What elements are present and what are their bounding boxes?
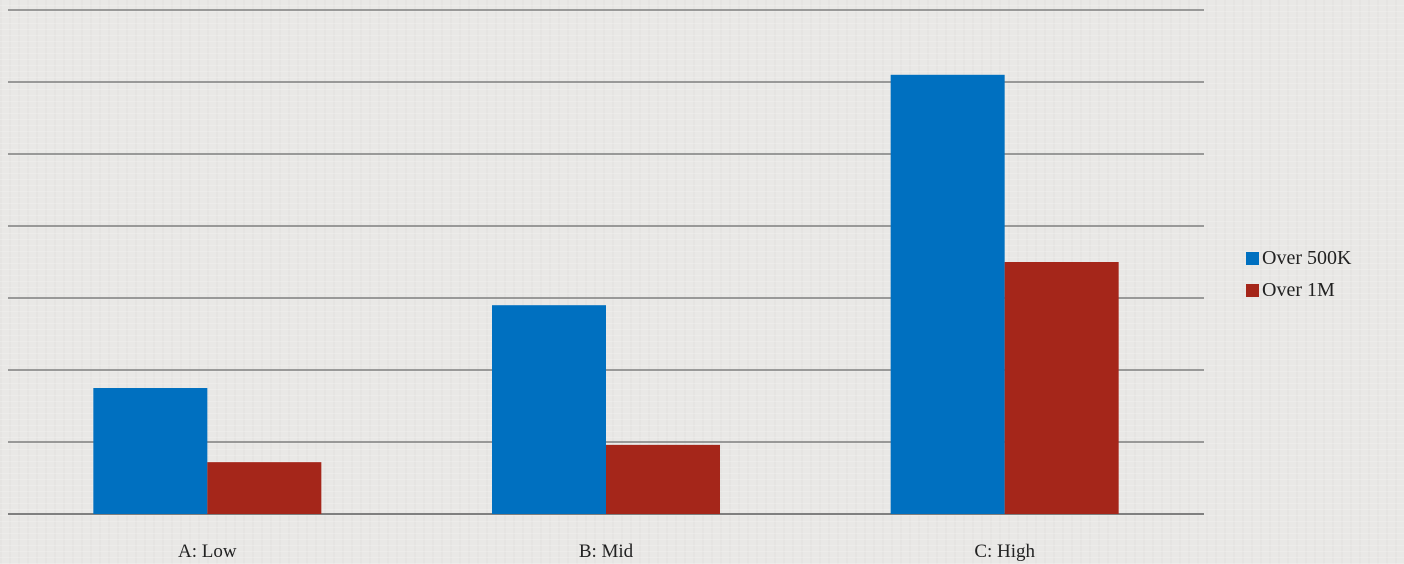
bars [93,74,1119,515]
category-labels: A: Low B: Mid C: High [178,541,1035,562]
bar-series-1-1 [93,388,208,514]
category-label-1: A: Low [178,541,237,562]
bar-series-2-3 [1004,262,1119,514]
bar-series-1-3 [890,74,1005,515]
legend-swatch-series-2 [1246,283,1259,297]
legend: Over 500K Over 1M [1246,244,1404,308]
legend-label-series-2: Over 1M [1262,278,1335,301]
legend-label-series-1: Over 500K [1262,246,1352,269]
bar-series-2-1 [207,462,322,514]
bar-series-1-2 [492,305,606,514]
category-label-3: C: High [974,541,1035,562]
legend-swatch-series-1 [1246,251,1259,265]
legend-item-series-2: Over 1M [1246,276,1404,304]
category-label-2: B: Mid [579,541,634,562]
legend-item-series-1: Over 500K [1246,244,1404,272]
bar-series-2-2 [606,444,720,514]
